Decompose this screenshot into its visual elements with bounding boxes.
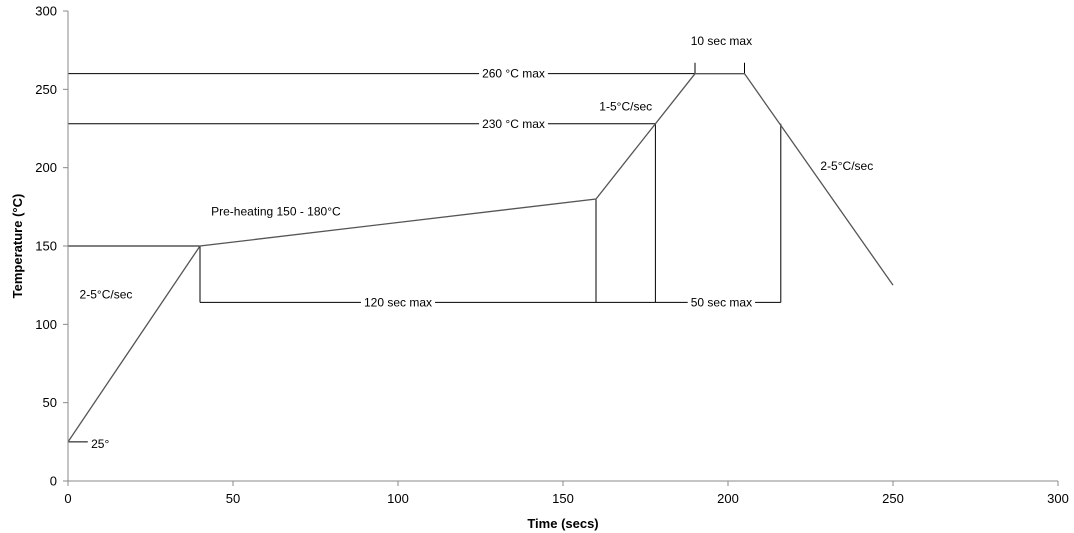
annotation-time_10: 10 sec max bbox=[687, 33, 756, 48]
annotation-text: Pre-heating 150 - 180°C bbox=[211, 205, 341, 219]
annotation-text: 2-5°C/sec bbox=[820, 159, 873, 173]
y-axis-title: Temperature (°C) bbox=[10, 194, 25, 299]
annotation-text: 230 °C max bbox=[482, 117, 545, 131]
x-tick-label: 0 bbox=[64, 491, 71, 506]
y-tick-label: 250 bbox=[35, 82, 57, 97]
annotation-text: 50 sec max bbox=[691, 295, 752, 309]
annotation-knockout bbox=[479, 116, 548, 131]
annotation-ramp_up: 2-5°C/sec bbox=[80, 288, 133, 302]
annotation-text: 25° bbox=[91, 437, 109, 451]
annotation-knockout bbox=[479, 66, 548, 81]
annotation-knockout bbox=[208, 204, 345, 219]
x-tick-label: 200 bbox=[717, 491, 739, 506]
y-tick-label: 0 bbox=[50, 474, 57, 489]
x-axis-title: Time (secs) bbox=[527, 516, 598, 531]
x-tick-label: 150 bbox=[552, 491, 574, 506]
annotation-knockout bbox=[687, 33, 756, 48]
annotation-time_120: 120 sec max bbox=[360, 295, 436, 310]
annotation-ambient: 25° bbox=[91, 437, 109, 451]
annotations: 2-5°C/sec Pre-heating 150 - 180°C 1-5°C/se… bbox=[80, 33, 873, 451]
annotation-text: 10 sec max bbox=[691, 34, 752, 48]
profile-line bbox=[67, 73, 894, 443]
annotation-text: 2-5°C/sec bbox=[80, 288, 133, 302]
annotation-ramp_peak: 1-5°C/sec bbox=[599, 100, 652, 114]
annotation-text: 120 sec max bbox=[364, 295, 432, 309]
x-tick-label: 50 bbox=[226, 491, 240, 506]
y-tick-label: 50 bbox=[43, 395, 57, 410]
y-tick-label: 200 bbox=[35, 160, 57, 175]
annotation-time_50: 50 sec max bbox=[687, 295, 756, 310]
x-tick-label: 100 bbox=[387, 491, 409, 506]
annotation-ramp_down: 2-5°C/sec bbox=[820, 159, 873, 173]
y-tick-label: 150 bbox=[35, 239, 57, 254]
x-tick-label: 300 bbox=[1047, 491, 1069, 506]
y-tick-label: 300 bbox=[35, 4, 57, 19]
annotation-max_260: 260 °C max bbox=[479, 66, 548, 81]
profile-series bbox=[67, 73, 894, 443]
ticks: 0 50 100 150 200 250 300 0 50 100 150 200 250 300 bbox=[35, 4, 1069, 507]
annotation-text: 260 °C max bbox=[482, 67, 545, 81]
annotation-knockout bbox=[687, 295, 756, 310]
y-tick-label: 100 bbox=[35, 317, 57, 332]
annotation-knockout bbox=[360, 295, 436, 310]
annotation-text: 1-5°C/sec bbox=[599, 100, 652, 114]
annotation-max_230: 230 °C max bbox=[479, 116, 548, 131]
reference-lines bbox=[68, 62, 782, 443]
axes bbox=[67, 11, 1058, 482]
x-tick-label: 250 bbox=[882, 491, 904, 506]
annotation-preheat: Pre-heating 150 - 180°C bbox=[208, 204, 345, 219]
